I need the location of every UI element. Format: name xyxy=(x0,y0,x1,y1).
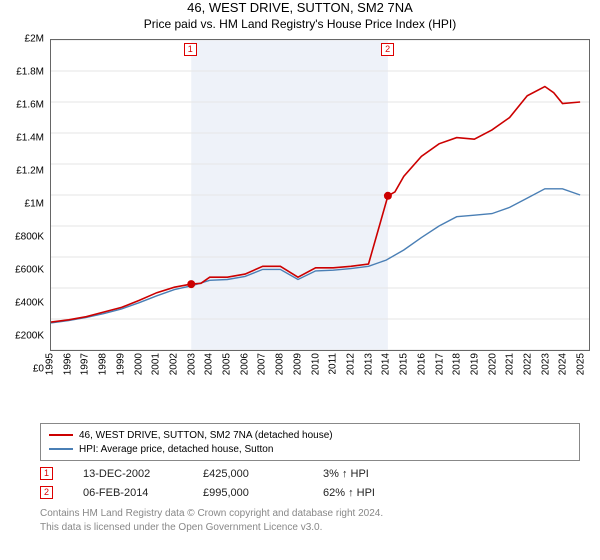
transaction-marker: 2 xyxy=(40,486,53,499)
y-tick-label: £200K xyxy=(15,331,44,342)
x-tick-label: 2005 xyxy=(222,353,233,375)
page-title: 46, WEST DRIVE, SUTTON, SM2 7NA xyxy=(0,0,600,15)
x-tick-label: 2000 xyxy=(133,353,144,375)
x-tick-label: 2024 xyxy=(558,353,569,375)
legend-swatch xyxy=(49,448,73,450)
plot-area xyxy=(50,39,590,351)
x-tick-label: 1999 xyxy=(115,353,126,375)
y-tick-label: £1.6M xyxy=(16,100,44,111)
x-tick-label: 2006 xyxy=(239,353,250,375)
legend-item: HPI: Average price, detached house, Sutt… xyxy=(49,442,571,456)
legend-swatch xyxy=(49,434,73,436)
x-tick-label: 2017 xyxy=(434,353,445,375)
x-tick-label: 2019 xyxy=(469,353,480,375)
y-tick-label: £400K xyxy=(15,298,44,309)
x-tick-label: 2023 xyxy=(540,353,551,375)
x-tick-label: 2001 xyxy=(151,353,162,375)
x-tick-label: 2013 xyxy=(363,353,374,375)
x-tick-label: 2009 xyxy=(292,353,303,375)
x-tick-label: 2004 xyxy=(204,353,215,375)
x-axis-labels: 1995199619971998199920002001200220032004… xyxy=(50,353,590,401)
y-tick-label: £1.4M xyxy=(16,133,44,144)
x-tick-label: 2016 xyxy=(416,353,427,375)
transaction-price: £425,000 xyxy=(203,468,293,480)
transaction-delta: 62% ↑ HPI xyxy=(323,487,413,499)
transaction-date: 13-DEC-2002 xyxy=(83,468,173,480)
transaction-date: 06-FEB-2014 xyxy=(83,487,173,499)
transaction-price: £995,000 xyxy=(203,487,293,499)
transaction-row: 2 06-FEB-2014 £995,000 62% ↑ HPI xyxy=(40,486,580,499)
x-tick-label: 2012 xyxy=(345,353,356,375)
transaction-marker: 1 xyxy=(40,467,53,480)
x-tick-label: 2022 xyxy=(523,353,534,375)
sale-marker-1: 1 xyxy=(184,43,197,56)
x-tick-label: 2025 xyxy=(576,353,587,375)
x-tick-label: 2008 xyxy=(275,353,286,375)
x-tick-label: 2020 xyxy=(487,353,498,375)
transaction-delta: 3% ↑ HPI xyxy=(323,468,413,480)
x-tick-label: 1995 xyxy=(45,353,56,375)
x-tick-label: 2007 xyxy=(257,353,268,375)
x-tick-label: 1998 xyxy=(98,353,109,375)
legend: 46, WEST DRIVE, SUTTON, SM2 7NA (detache… xyxy=(40,423,580,461)
y-tick-label: £800K xyxy=(15,232,44,243)
y-tick-label: £2M xyxy=(25,34,44,45)
x-tick-label: 2021 xyxy=(505,353,516,375)
legend-item: 46, WEST DRIVE, SUTTON, SM2 7NA (detache… xyxy=(49,428,571,442)
sale-marker-2: 2 xyxy=(381,43,394,56)
x-tick-label: 2018 xyxy=(452,353,463,375)
y-tick-label: £1.8M xyxy=(16,67,44,78)
page-subtitle: Price paid vs. HM Land Registry's House … xyxy=(0,17,600,31)
y-tick-label: £600K xyxy=(15,265,44,276)
x-tick-label: 2014 xyxy=(381,353,392,375)
chart: £0£200K£400K£600K£800K£1M£1.2M£1.4M£1.6M… xyxy=(10,39,590,369)
y-tick-label: £1.2M xyxy=(16,166,44,177)
x-tick-label: 2015 xyxy=(399,353,410,375)
legend-label: 46, WEST DRIVE, SUTTON, SM2 7NA (detache… xyxy=(79,430,333,441)
y-axis-labels: £0£200K£400K£600K£800K£1M£1.2M£1.4M£1.6M… xyxy=(10,39,48,369)
x-tick-label: 1996 xyxy=(62,353,73,375)
y-tick-label: £1M xyxy=(25,199,44,210)
x-tick-label: 2011 xyxy=(328,353,339,375)
x-tick-label: 2010 xyxy=(310,353,321,375)
x-tick-label: 1997 xyxy=(80,353,91,375)
y-tick-label: £0 xyxy=(33,364,44,375)
footnote-line: Contains HM Land Registry data © Crown c… xyxy=(40,507,580,521)
footnote-line: This data is licensed under the Open Gov… xyxy=(40,521,580,535)
chart-svg xyxy=(51,40,589,350)
x-tick-label: 2003 xyxy=(186,353,197,375)
footnote: Contains HM Land Registry data © Crown c… xyxy=(40,507,580,534)
transaction-row: 1 13-DEC-2002 £425,000 3% ↑ HPI xyxy=(40,467,580,480)
legend-label: HPI: Average price, detached house, Sutt… xyxy=(79,444,273,455)
x-tick-label: 2002 xyxy=(168,353,179,375)
